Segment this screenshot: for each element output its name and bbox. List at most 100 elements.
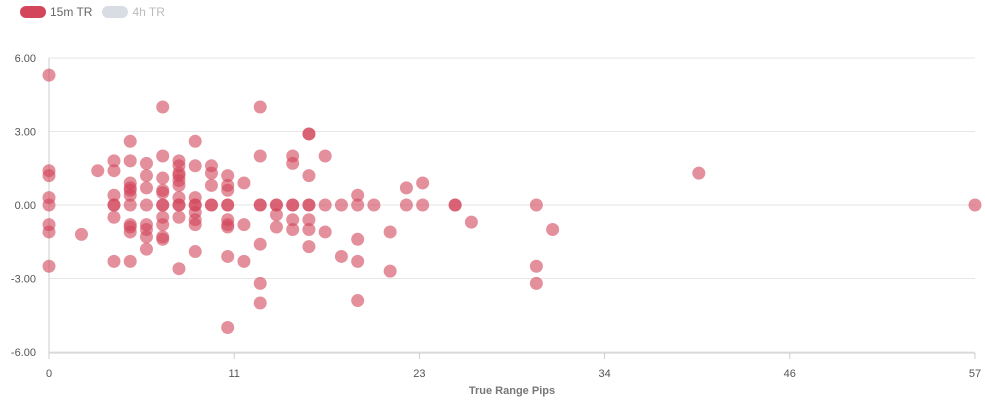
data-point[interactable]: [107, 164, 121, 178]
data-point[interactable]: [286, 198, 300, 212]
data-point[interactable]: [221, 183, 235, 197]
data-point[interactable]: [188, 159, 202, 173]
data-point[interactable]: [139, 198, 153, 212]
data-point[interactable]: [156, 100, 170, 114]
data-point[interactable]: [188, 218, 202, 232]
data-point[interactable]: [253, 276, 267, 290]
data-point[interactable]: [74, 227, 88, 241]
data-point[interactable]: [42, 198, 56, 212]
data-point[interactable]: [156, 198, 170, 212]
data-point[interactable]: [351, 232, 365, 246]
data-point[interactable]: [123, 254, 137, 268]
data-point[interactable]: [107, 210, 121, 224]
data-point[interactable]: [107, 254, 121, 268]
data-point[interactable]: [334, 198, 348, 212]
data-point[interactable]: [416, 198, 430, 212]
data-point[interactable]: [302, 223, 316, 236]
data-point[interactable]: [237, 254, 251, 268]
data-point[interactable]: [383, 225, 397, 239]
data-point[interactable]: [383, 264, 397, 278]
data-point[interactable]: [692, 166, 706, 180]
data-point[interactable]: [221, 198, 235, 212]
data-point[interactable]: [123, 154, 137, 168]
data-point[interactable]: [302, 198, 316, 212]
x-axis-label: True Range Pips: [469, 385, 555, 397]
data-point[interactable]: [269, 208, 283, 222]
data-point[interactable]: [237, 218, 251, 232]
data-point[interactable]: [237, 176, 251, 190]
data-point[interactable]: [286, 223, 300, 236]
data-point[interactable]: [269, 220, 283, 234]
data-point[interactable]: [91, 164, 105, 178]
data-point[interactable]: [139, 242, 153, 256]
data-point[interactable]: [188, 245, 202, 259]
data-point[interactable]: [221, 321, 235, 334]
data-point[interactable]: [204, 166, 218, 180]
data-point[interactable]: [529, 276, 543, 290]
legend-item-4h-tr[interactable]: 4h TR: [102, 6, 165, 18]
data-point[interactable]: [42, 169, 56, 183]
data-point[interactable]: [123, 198, 137, 212]
data-point[interactable]: [204, 198, 218, 212]
data-point[interactable]: [139, 169, 153, 183]
data-point[interactable]: [123, 134, 137, 148]
data-point[interactable]: [253, 296, 267, 310]
data-point[interactable]: [139, 230, 153, 244]
data-point[interactable]: [351, 294, 365, 308]
data-point[interactable]: [204, 178, 218, 192]
data-point[interactable]: [399, 181, 413, 195]
data-point[interactable]: [253, 198, 267, 212]
data-point[interactable]: [107, 198, 121, 212]
data-point[interactable]: [139, 156, 153, 170]
data-point[interactable]: [42, 68, 56, 82]
data-point[interactable]: [399, 198, 413, 212]
data-point[interactable]: [123, 188, 137, 202]
data-point[interactable]: [172, 262, 186, 276]
data-point[interactable]: [253, 100, 267, 114]
data-point[interactable]: [269, 198, 283, 212]
data-point[interactable]: [464, 215, 478, 229]
data-point[interactable]: [968, 198, 982, 212]
x-tick-label: 34: [598, 368, 610, 380]
data-point[interactable]: [448, 198, 462, 212]
data-point[interactable]: [529, 198, 543, 212]
data-point[interactable]: [156, 171, 170, 185]
data-point[interactable]: [351, 188, 365, 202]
data-point[interactable]: [221, 249, 235, 263]
data-point[interactable]: [221, 220, 235, 234]
data-point[interactable]: [367, 198, 381, 212]
data-point[interactable]: [302, 240, 316, 254]
data-point[interactable]: [318, 198, 332, 212]
data-point[interactable]: [302, 169, 316, 183]
data-point[interactable]: [546, 223, 560, 236]
data-point[interactable]: [156, 149, 170, 163]
data-point[interactable]: [188, 134, 202, 148]
data-point[interactable]: [286, 213, 300, 227]
data-point[interactable]: [42, 259, 56, 273]
data-point[interactable]: [351, 198, 365, 212]
data-point[interactable]: [416, 176, 430, 190]
data-point[interactable]: [156, 218, 170, 232]
data-point[interactable]: [139, 181, 153, 195]
data-point[interactable]: [286, 156, 300, 170]
data-point[interactable]: [107, 154, 121, 168]
data-point[interactable]: [156, 232, 170, 246]
data-point[interactable]: [302, 127, 316, 141]
data-point[interactable]: [221, 169, 235, 183]
data-point[interactable]: [172, 210, 186, 224]
data-point[interactable]: [172, 178, 186, 192]
data-point[interactable]: [42, 225, 56, 239]
data-point[interactable]: [172, 198, 186, 212]
data-point[interactable]: [334, 249, 348, 263]
data-point[interactable]: [253, 237, 267, 251]
data-point[interactable]: [318, 149, 332, 163]
data-point[interactable]: [253, 149, 267, 163]
data-point[interactable]: [529, 259, 543, 273]
data-point[interactable]: [302, 213, 316, 227]
data-point[interactable]: [107, 188, 121, 202]
legend-item-15m-tr[interactable]: 15m TR: [20, 6, 92, 18]
data-point[interactable]: [156, 186, 170, 200]
data-point[interactable]: [318, 225, 332, 239]
data-point[interactable]: [123, 225, 137, 239]
data-point[interactable]: [351, 254, 365, 268]
